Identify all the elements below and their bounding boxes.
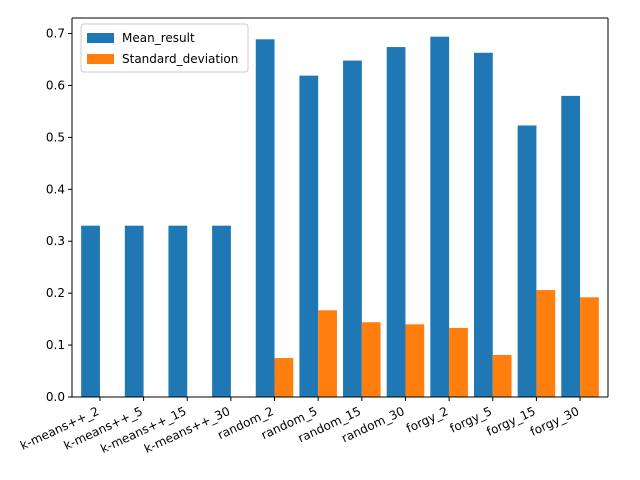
bar-standard-deviation-forgy_30 [580, 297, 599, 397]
y-axis: 0.0 0.1 0.2 0.3 0.4 0.5 0.6 0.7 [46, 27, 72, 404]
bar-standard-deviation-random_15 [361, 322, 381, 397]
legend: Mean_result Standard_deviation [80, 23, 249, 73]
y-tick-label: 0.7 [46, 27, 65, 41]
y-tick-label: 0.6 [46, 78, 65, 92]
bar-mean-result-forgy_30 [561, 95, 581, 397]
bar-mean-result-k-means++_5 [124, 225, 144, 397]
bar-standard-deviation-forgy_2 [449, 327, 468, 397]
legend-label: Standard_deviation [122, 52, 238, 66]
axes-layer [71, 17, 609, 398]
bar-standard-deviation-forgy_5 [492, 354, 512, 397]
bar-mean-result-random_30 [386, 47, 406, 397]
x-tick-label: forgy_15 [484, 404, 537, 439]
bar-mean-result-random_15 [343, 60, 362, 397]
bar-mean-result-k-means++_30 [212, 225, 231, 397]
x-axis: k-means++_2k-means++_5k-means++_15k-mean… [18, 397, 581, 456]
legend-label: Mean_result [122, 31, 195, 45]
x-tick-label: forgy_2 [404, 404, 450, 436]
y-tick-label: 0.4 [46, 182, 65, 196]
bar-standard-deviation-forgy_15 [536, 290, 556, 397]
y-tick-label: 0.0 [46, 390, 65, 404]
bar-standard-deviation-random_30 [405, 324, 425, 397]
legend-swatch [87, 33, 114, 43]
bar-mean-result-random_2 [255, 39, 275, 397]
bar-mean-result-k-means++_15 [168, 225, 188, 397]
y-tick-label: 0.1 [46, 338, 65, 352]
x-tick-label: forgy_30 [528, 404, 581, 439]
bar-mean-result-k-means++_2 [81, 225, 100, 397]
bar-mean-result-forgy_5 [474, 52, 493, 397]
bar-standard-deviation-random_2 [274, 358, 294, 397]
bar-mean-result-forgy_2 [430, 36, 450, 397]
bar-mean-result-forgy_15 [517, 125, 537, 397]
bars-layer [81, 36, 599, 397]
bar-mean-result-random_5 [299, 75, 319, 397]
bar-standard-deviation-random_5 [318, 310, 337, 397]
legend-swatch [87, 54, 114, 64]
y-tick-label: 0.2 [46, 286, 65, 300]
y-tick-label: 0.5 [46, 130, 65, 144]
legend-frame [80, 23, 249, 73]
y-tick-label: 0.3 [46, 234, 65, 248]
